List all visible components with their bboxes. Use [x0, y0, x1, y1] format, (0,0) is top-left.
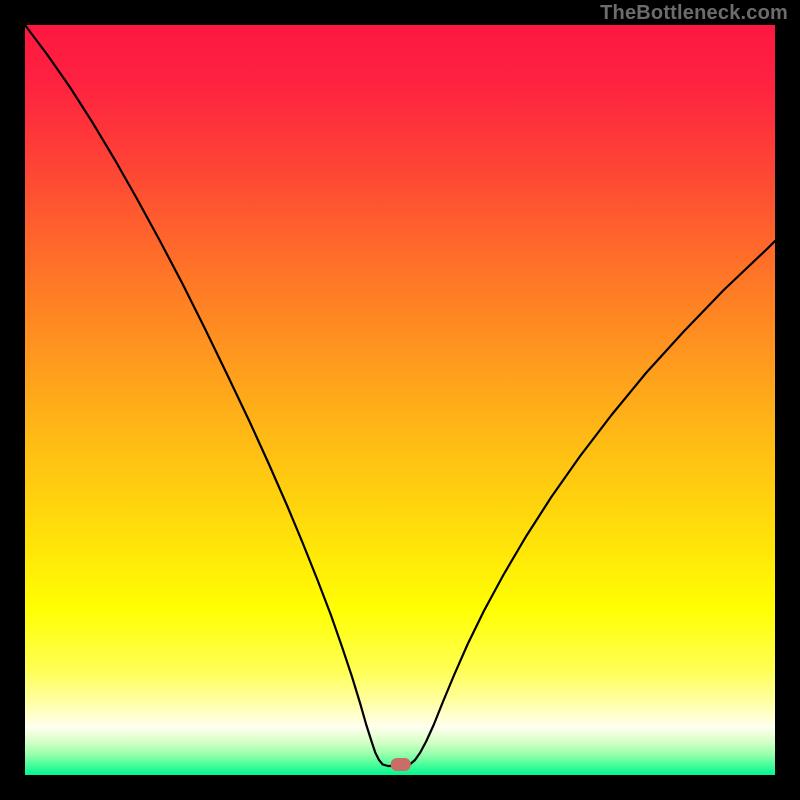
- optimal-point-marker: [391, 758, 411, 771]
- bottleneck-chart: [0, 0, 800, 800]
- watermark-text: TheBottleneck.com: [600, 2, 788, 25]
- plot-background: [25, 25, 775, 775]
- chart-frame: TheBottleneck.com: [0, 0, 800, 800]
